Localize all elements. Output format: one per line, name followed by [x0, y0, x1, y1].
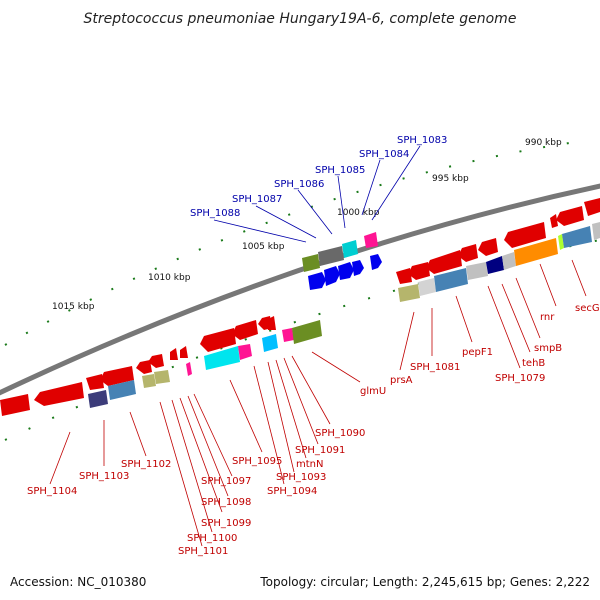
feature-box [108, 380, 136, 400]
tick-label-1015: 1015 kbp [52, 302, 95, 312]
gene-arrow [504, 222, 546, 248]
label-sph-1099: SPH_1099 [201, 518, 251, 529]
feature-box [88, 390, 108, 408]
gene-arrow [396, 268, 412, 284]
blue-arrow [324, 266, 340, 286]
feature-box [398, 284, 420, 302]
tick-label-990: 990 kbp [525, 138, 562, 148]
blue-cluster [302, 232, 382, 290]
gene-arrow [458, 244, 478, 262]
blue-labels: SPH_1083 SPH_1084 SPH_1085 SPH_1086 SPH_… [190, 135, 447, 243]
feature-box [466, 262, 488, 280]
label-sph-1086: SPH_1086 [274, 179, 324, 190]
blue-arrow [352, 260, 364, 276]
gene-arrow [180, 346, 188, 358]
map-title: Streptococcus pneumoniae Hungary19A-6, c… [84, 11, 517, 27]
feature-box [262, 334, 278, 352]
gene-arrow [200, 328, 236, 352]
label-glmu: glmU [360, 386, 386, 397]
label-sph-1091: SPH_1091 [295, 445, 345, 456]
gene-arrow [426, 250, 462, 274]
gene-arrow [86, 374, 104, 390]
label-sph-1102: SPH_1102 [121, 459, 171, 470]
label-smpb: smpB [534, 343, 562, 354]
feature-box [502, 252, 516, 270]
feature-box [292, 320, 322, 344]
label-sph-1087: SPH_1087 [232, 194, 282, 205]
label-sph-1095: SPH_1095 [232, 456, 282, 467]
label-sph-1097: SPH_1097 [201, 476, 251, 487]
feature-box [486, 256, 504, 274]
label-sph-1088: SPH_1088 [190, 208, 240, 219]
backbone-arc [0, 183, 600, 396]
outer-tick-arc [4, 139, 591, 346]
gene-arrow [408, 262, 430, 280]
gene-arrow [100, 366, 134, 386]
gene-arrow [478, 238, 498, 256]
label-sph-1083: SPH_1083 [397, 135, 447, 146]
feature-box [418, 278, 436, 296]
tick-label-995: 995 kbp [432, 174, 469, 184]
label-sph-1090: SPH_1090 [315, 428, 365, 439]
feature-box [562, 226, 592, 248]
feature-box [142, 374, 156, 388]
label-sph-1093: SPH_1093 [276, 472, 326, 483]
gene-arrow [34, 382, 84, 406]
feature-box [186, 362, 192, 376]
label-secg: secG [575, 303, 600, 314]
feature-box [154, 370, 170, 384]
feature-box [434, 268, 468, 292]
label-sph-1101: SPH_1101 [178, 546, 228, 557]
red-leader-lines [49, 259, 587, 547]
gene-arrow [0, 394, 30, 416]
label-sph-1103: SPH_1103 [79, 471, 129, 482]
gene-arrow [550, 214, 558, 228]
label-tehb: tehB [522, 358, 545, 369]
feature-box [318, 246, 344, 266]
label-prsa: prsA [390, 375, 413, 386]
gene-arrow [232, 320, 258, 340]
accession-text: Accession: NC_010380 [10, 575, 146, 589]
tick-label-1000: 1000 kbp [337, 208, 380, 218]
label-sph-1100: SPH_1100 [187, 533, 237, 544]
tick-label-1010: 1010 kbp [148, 273, 191, 283]
gene-arrow [266, 316, 276, 330]
blue-arrow [338, 262, 354, 280]
feature-box [204, 346, 240, 370]
feature-box [592, 222, 600, 240]
feature-box [302, 254, 320, 272]
label-sph-1084: SPH_1084 [359, 149, 409, 160]
gene-arrow [136, 360, 152, 374]
tick-label-1005: 1005 kbp [242, 242, 285, 252]
label-sph-1079: SPH_1079 [495, 373, 545, 384]
feature-box [364, 232, 378, 248]
feature-box [342, 240, 358, 258]
summary-text: Topology: circular; Length: 2,245,615 bp… [259, 575, 590, 589]
gene-arrow [170, 348, 178, 360]
feature-box [514, 238, 558, 266]
blue-arrow [370, 254, 382, 270]
red-labels: secG rnr smpB tehB SPH_1079 pepF1 SPH_10… [27, 303, 600, 557]
gene-arrow [556, 206, 584, 226]
label-sph-1094: SPH_1094 [267, 486, 317, 497]
label-rnr: rnr [540, 312, 555, 323]
feature-box [282, 328, 294, 342]
label-sph-1085: SPH_1085 [315, 165, 365, 176]
label-mtnn: mtnN [296, 459, 323, 470]
label-pepf1: pepF1 [462, 347, 493, 358]
feature-box [558, 234, 564, 250]
upper-gene-arrows [0, 198, 600, 416]
blue-arrow [308, 272, 326, 290]
label-sph-1104: SPH_1104 [27, 486, 77, 497]
feature-boxes [88, 222, 600, 408]
label-sph-1081: SPH_1081 [410, 362, 460, 373]
label-sph-1098: SPH_1098 [201, 497, 251, 508]
feature-box [238, 344, 252, 360]
gene-arrow [148, 354, 164, 368]
gene-arrow [584, 198, 600, 216]
